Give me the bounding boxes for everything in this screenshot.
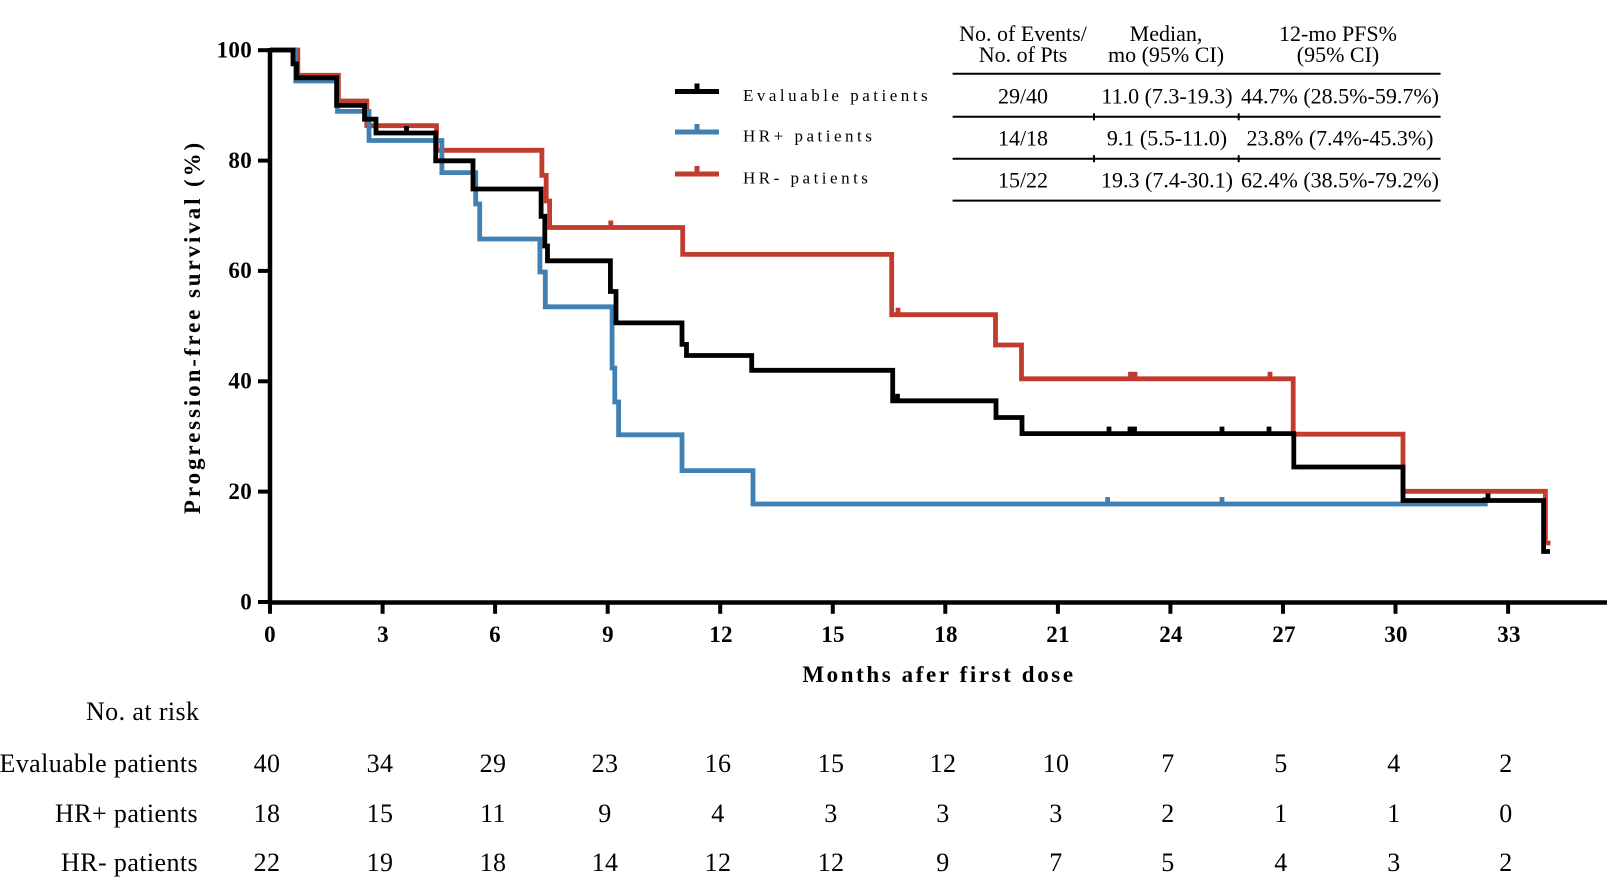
svg-text:14/18: 14/18 bbox=[998, 126, 1048, 151]
svg-text:4: 4 bbox=[711, 799, 724, 828]
svg-text:3: 3 bbox=[377, 622, 389, 647]
svg-text:34: 34 bbox=[367, 749, 394, 778]
svg-text:3: 3 bbox=[1387, 848, 1400, 877]
svg-text:11: 11 bbox=[480, 799, 506, 828]
svg-text:5: 5 bbox=[1161, 848, 1174, 877]
svg-text:40: 40 bbox=[228, 369, 252, 394]
svg-text:0: 0 bbox=[240, 589, 252, 614]
svg-text:80: 80 bbox=[228, 148, 252, 173]
svg-text:11.0 (7.3-19.3): 11.0 (7.3-19.3) bbox=[1101, 84, 1232, 109]
svg-text:Median,: Median, bbox=[1130, 21, 1203, 46]
svg-text:24: 24 bbox=[1159, 622, 1183, 647]
svg-text:100: 100 bbox=[217, 38, 252, 63]
svg-text:12: 12 bbox=[930, 749, 957, 778]
svg-text:20: 20 bbox=[228, 479, 252, 504]
svg-text:18: 18 bbox=[934, 622, 958, 647]
svg-text:16: 16 bbox=[705, 749, 732, 778]
svg-text:0: 0 bbox=[1499, 799, 1512, 828]
svg-text:15/22: 15/22 bbox=[998, 168, 1048, 193]
svg-text:2: 2 bbox=[1161, 799, 1174, 828]
svg-text:HR+ patients: HR+ patients bbox=[55, 799, 198, 828]
svg-text:15: 15 bbox=[821, 622, 845, 647]
svg-text:5: 5 bbox=[1274, 749, 1287, 778]
svg-text:60: 60 bbox=[228, 258, 252, 283]
svg-text:4: 4 bbox=[1387, 749, 1400, 778]
svg-text:21: 21 bbox=[1046, 622, 1070, 647]
svg-text:7: 7 bbox=[1049, 848, 1062, 877]
svg-text:19: 19 bbox=[367, 848, 394, 877]
svg-text:3: 3 bbox=[936, 799, 949, 828]
svg-text:12: 12 bbox=[709, 622, 733, 647]
svg-text:12: 12 bbox=[818, 848, 845, 877]
svg-text:mo (95% CI): mo (95% CI) bbox=[1108, 42, 1224, 67]
svg-text:0: 0 bbox=[264, 622, 276, 647]
svg-text:HR+ patients: HR+ patients bbox=[743, 127, 875, 146]
svg-text:4: 4 bbox=[1274, 848, 1287, 877]
svg-text:22: 22 bbox=[254, 848, 281, 877]
svg-text:12: 12 bbox=[705, 848, 732, 877]
svg-text:14: 14 bbox=[592, 848, 619, 877]
svg-text:Progression-free survival (%): Progression-free survival (%) bbox=[180, 140, 205, 514]
svg-text:Evaluable patients: Evaluable patients bbox=[0, 749, 198, 778]
svg-text:15: 15 bbox=[367, 799, 394, 828]
svg-text:2: 2 bbox=[1499, 848, 1512, 877]
svg-text:6: 6 bbox=[489, 622, 501, 647]
svg-text:33: 33 bbox=[1497, 622, 1521, 647]
svg-text:62.4% (38.5%-79.2%): 62.4% (38.5%-79.2%) bbox=[1241, 168, 1439, 193]
svg-text:23.8% (7.4%-45.3%): 23.8% (7.4%-45.3%) bbox=[1247, 126, 1434, 151]
svg-text:18: 18 bbox=[254, 799, 281, 828]
svg-text:HR- patients: HR- patients bbox=[743, 169, 871, 188]
svg-text:23: 23 bbox=[592, 749, 619, 778]
svg-text:Months afer first dose: Months afer first dose bbox=[802, 662, 1075, 687]
svg-text:No. at risk: No. at risk bbox=[86, 697, 199, 726]
svg-text:27: 27 bbox=[1272, 622, 1296, 647]
svg-text:Evaluable patients: Evaluable patients bbox=[743, 86, 931, 105]
svg-text:12-mo PFS%: 12-mo PFS% bbox=[1279, 21, 1397, 46]
svg-text:44.7% (28.5%-59.7%): 44.7% (28.5%-59.7%) bbox=[1241, 84, 1439, 109]
svg-text:9: 9 bbox=[598, 799, 611, 828]
svg-text:1: 1 bbox=[1274, 799, 1287, 828]
svg-text:1: 1 bbox=[1387, 799, 1400, 828]
svg-text:9: 9 bbox=[936, 848, 949, 877]
svg-text:7: 7 bbox=[1161, 749, 1174, 778]
svg-text:29/40: 29/40 bbox=[998, 84, 1048, 109]
svg-text:No. of Pts: No. of Pts bbox=[979, 42, 1068, 67]
svg-text:15: 15 bbox=[818, 749, 845, 778]
svg-text:2: 2 bbox=[1499, 749, 1512, 778]
svg-text:40: 40 bbox=[254, 749, 281, 778]
svg-text:30: 30 bbox=[1384, 622, 1408, 647]
svg-text:(95% CI): (95% CI) bbox=[1297, 42, 1379, 67]
svg-text:10: 10 bbox=[1043, 749, 1070, 778]
svg-text:9: 9 bbox=[602, 622, 614, 647]
svg-text:No. of Events/: No. of Events/ bbox=[959, 21, 1088, 46]
svg-text:HR- patients: HR- patients bbox=[61, 848, 198, 877]
svg-text:9.1 (5.5-11.0): 9.1 (5.5-11.0) bbox=[1107, 126, 1227, 151]
svg-text:18: 18 bbox=[480, 848, 507, 877]
svg-text:3: 3 bbox=[1049, 799, 1062, 828]
svg-text:29: 29 bbox=[480, 749, 507, 778]
svg-text:19.3 (7.4-30.1): 19.3 (7.4-30.1) bbox=[1101, 168, 1233, 193]
svg-text:3: 3 bbox=[824, 799, 837, 828]
